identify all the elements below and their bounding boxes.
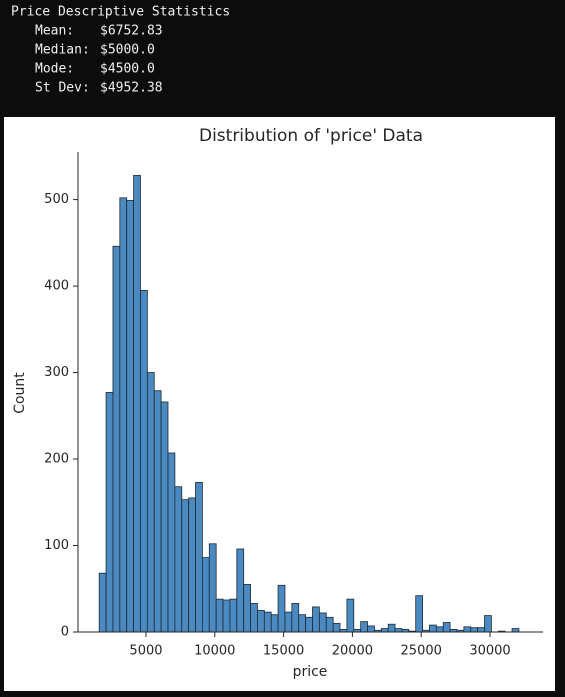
- x-axis-label: price: [293, 664, 328, 680]
- histogram-bar: [243, 584, 251, 633]
- histogram-bar: [140, 289, 148, 633]
- stat-value: $4500.0: [100, 62, 155, 77]
- histogram-bar: [318, 612, 327, 633]
- x-tick-label: 25000: [401, 644, 442, 659]
- histogram-bar: [126, 200, 134, 633]
- histogram-bar: [236, 548, 245, 633]
- x-tick-label: 30000: [469, 644, 510, 659]
- histogram-bar: [181, 499, 190, 633]
- histogram-bar: [160, 401, 169, 633]
- histogram-bar: [112, 245, 121, 633]
- y-tick-label: 0: [61, 625, 69, 640]
- histogram-bar: [435, 626, 444, 633]
- histogram-bar: [195, 481, 203, 633]
- histogram-bar: [270, 614, 279, 633]
- histogram-bar: [188, 497, 196, 633]
- histogram-bar: [346, 598, 355, 633]
- histogram-bar: [133, 174, 141, 633]
- histogram-bar: [387, 623, 396, 633]
- stat-value: $5000.0: [100, 43, 155, 58]
- histogram-bar: [146, 372, 155, 633]
- stat-label: Mode:: [35, 62, 74, 77]
- stat-label: Median:: [35, 43, 90, 58]
- histogram-bar: [263, 611, 272, 633]
- histogram-bar: [153, 390, 162, 633]
- histogram-bar: [208, 543, 217, 633]
- histogram-bar: [298, 614, 307, 633]
- x-tick-label: 5000: [129, 644, 162, 659]
- histogram-bar: [284, 611, 293, 633]
- histogram-bar: [477, 627, 485, 633]
- x-tick-label: 10000: [194, 644, 235, 659]
- histogram-bar: [229, 598, 238, 633]
- histogram-bar: [277, 584, 286, 633]
- stat-value: $4952.38: [100, 81, 163, 96]
- x-tick-label: 15000: [263, 644, 304, 659]
- stat-label: St Dev:: [35, 81, 90, 96]
- chart-title: Distribution of 'price' Data: [199, 126, 423, 146]
- stat-value: $6752.83: [100, 24, 163, 39]
- histogram-bar: [470, 627, 479, 633]
- histogram-bar: [332, 622, 341, 633]
- histogram-bar: [98, 572, 107, 633]
- histogram-bar: [484, 615, 492, 633]
- histogram-bar: [174, 486, 183, 633]
- histogram-bar: [325, 616, 334, 633]
- stats-heading: Price Descriptive Statistics: [11, 5, 230, 20]
- histogram-bar: [305, 616, 313, 633]
- histogram-bar: [429, 624, 437, 633]
- stat-label: Mean:: [35, 24, 74, 39]
- histogram-bar: [222, 599, 231, 633]
- y-tick-label: 300: [44, 365, 69, 380]
- histogram-bar: [380, 628, 389, 633]
- histogram-bar: [291, 603, 300, 633]
- histogram-bar: [367, 625, 375, 633]
- y-tick-label: 200: [44, 452, 69, 467]
- histogram-bar: [442, 622, 451, 633]
- histogram-bar: [415, 595, 423, 633]
- histogram-bar: [312, 606, 320, 633]
- histogram-bar: [257, 609, 265, 633]
- histogram-bar: [511, 628, 520, 633]
- histogram-bar: [167, 452, 176, 633]
- histogram-bar: [202, 557, 210, 633]
- histogram-bar: [360, 621, 368, 633]
- histogram-bar: [119, 197, 128, 633]
- histogram-bar: [463, 626, 472, 633]
- y-tick-label: 400: [44, 279, 69, 294]
- y-axis-label: Count: [12, 372, 28, 414]
- x-tick-label: 20000: [332, 644, 373, 659]
- histogram-bar: [394, 628, 403, 633]
- y-tick-label: 100: [44, 538, 69, 553]
- histogram-bar: [250, 603, 258, 633]
- histogram-bar: [215, 598, 224, 633]
- histogram-bar: [105, 392, 114, 633]
- y-tick-label: 500: [44, 192, 69, 207]
